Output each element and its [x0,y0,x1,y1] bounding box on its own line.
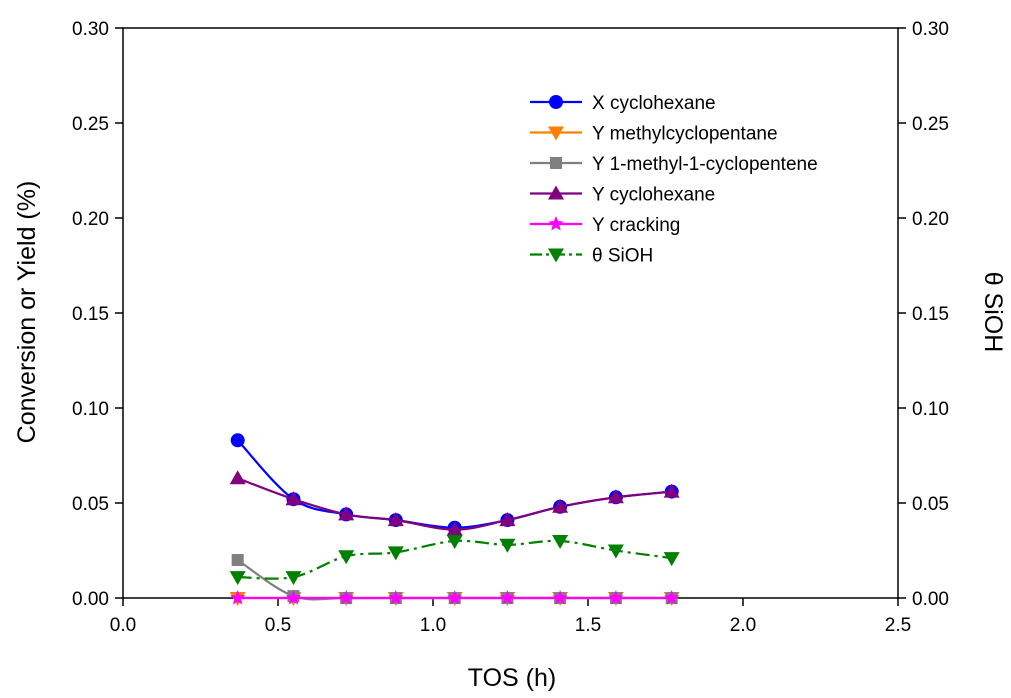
data-point [285,571,302,586]
data-point [446,521,463,536]
y-tick-label: 0.20 [72,209,109,230]
y2-tick-label: 0.00 [912,589,949,610]
y-tick-label: 0.25 [72,114,109,135]
data-point [387,546,404,561]
data-point [229,470,246,485]
data-point [388,590,404,605]
data-point [663,552,680,567]
data-point [447,590,463,605]
legend: X cyclohexane Y methylcyclopentane Y 1-met… [530,93,818,267]
legend-item: Y cracking [530,215,680,236]
legend-label: θ SiOH [592,246,653,267]
data-point [338,550,355,565]
series-line [236,439,672,529]
series-3 [229,470,680,536]
y2-tick-label: 0.15 [912,304,949,325]
series-4 [230,590,680,605]
data-point [285,590,302,605]
legend-item: Y methylcyclopentane [530,124,778,145]
y-tick-label: 0.15 [72,304,109,325]
y-tick-label: 0.30 [72,19,109,40]
legend-marker [548,248,564,263]
data-point [663,483,680,498]
data-point [552,590,568,605]
legend-marker [550,157,562,169]
y-tick-label: 0.05 [72,494,109,515]
data-point [338,590,354,605]
legend-marker [549,95,563,109]
plot-frame [122,27,899,599]
y2-tick-label: 0.10 [912,399,949,420]
data-point [231,554,244,566]
y-axis-title: Conversion or Yield (%) [13,181,41,444]
data-point [608,590,624,605]
legend-label: Y methylcyclopentane [592,124,778,145]
legend-item: θ SiOH [530,246,653,267]
data-point [499,538,516,553]
legend-item: Y cyclohexane [530,185,715,206]
x-tick-label: 2.0 [730,615,756,636]
legend-marker [548,185,564,200]
x-tick-label: 1.0 [420,615,446,636]
data-point [607,489,624,504]
data-point [446,535,463,549]
y2-tick-label: 0.05 [912,494,949,515]
legend-item: Y 1-methyl-1-cyclopentene [530,154,818,175]
legend-marker [548,126,564,141]
legend-label: Y 1-methyl-1-cyclopentene [592,154,818,175]
x-tick-label: 0.5 [265,615,291,636]
y2-tick-label: 0.20 [912,209,949,230]
legend-item: X cyclohexane [530,93,716,114]
legend-label: X cyclohexane [592,93,716,114]
data-point [230,433,245,448]
x-axis-title: TOS (h) [468,664,556,692]
data-point [664,590,680,605]
axes: 0.0 0.5 1.0 1.5 2.0 2.50.000.050.100.150.200.… [72,19,949,636]
x-tick-label: 1.5 [575,615,601,636]
data-point [230,590,246,605]
legend-marker [548,216,564,231]
data-point [285,491,302,506]
x-tick-label: 2.5 [885,615,911,636]
data-point [607,544,624,559]
data-point [552,498,569,513]
y2-axis-title: θ SiOH [979,272,1007,353]
y2-tick-label: 0.30 [912,19,949,40]
data-point [499,512,516,527]
series-5 [229,535,680,586]
data-point [499,590,515,605]
y2-tick-label: 0.25 [912,114,949,135]
x-tick-label: 0.0 [110,615,136,636]
legend-label: Y cyclohexane [592,185,715,206]
y-tick-label: 0.00 [72,589,109,610]
data-point [552,535,569,549]
data-point [387,512,404,527]
data-point [338,506,355,521]
series-0 [230,433,679,535]
legend-label: Y cracking [592,215,680,236]
data-point [229,571,246,586]
series-layer [229,433,680,606]
y-tick-label: 0.10 [72,399,109,420]
